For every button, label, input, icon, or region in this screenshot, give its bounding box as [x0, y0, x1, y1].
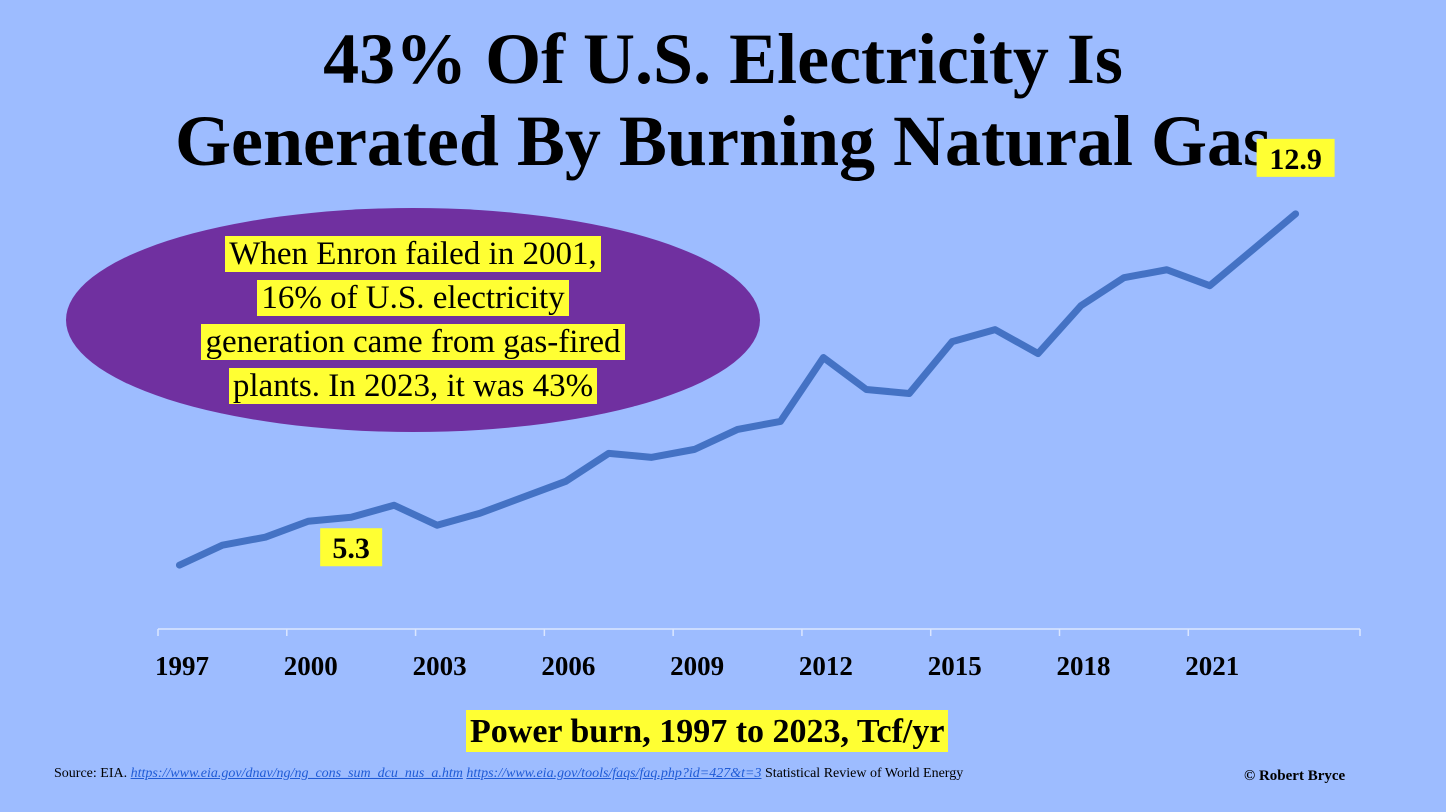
data-point-2023: [1295, 213, 1297, 215]
data-point-2009: [694, 448, 696, 450]
data-point-2011: [779, 420, 781, 422]
chart-title: 43% Of U.S. Electricity Is Generated By …: [0, 18, 1446, 182]
data-point-1997: [178, 564, 180, 566]
x-tick-label-2021: 2021: [1185, 651, 1239, 681]
x-tick-label-2012: 2012: [799, 651, 853, 681]
x-axis-title: Power burn, 1997 to 2023, Tcf/yr: [466, 710, 949, 752]
callout-line-4: plants. In 2023, it was 43%: [228, 368, 598, 404]
callout-text: When Enron failed in 2001, 16% of U.S. e…: [66, 232, 760, 408]
data-label-2023: 12.9: [1269, 143, 1322, 176]
data-point-2017: [1037, 353, 1039, 355]
data-point-2000: [307, 520, 309, 522]
series-line-0: [175, 210, 1300, 569]
x-tick-label-2000: 2000: [284, 651, 338, 681]
data-point-2013: [865, 389, 867, 391]
data-point-2019: [1123, 277, 1125, 279]
source-suffix: Statistical Review of World Energy: [764, 766, 964, 781]
data-label-bg-2001: [320, 528, 383, 567]
x-tick-label-2018: 2018: [1057, 651, 1111, 681]
x-tick-label-2003: 2003: [413, 651, 467, 681]
data-point-2020: [1166, 269, 1168, 271]
source-note: Source: EIA. https://www.eia.gov/dnav/ng…: [54, 766, 963, 782]
x-tick-label-2015: 2015: [928, 651, 982, 681]
data-point-2001: [350, 516, 352, 518]
x-tick-label-2006: 2006: [541, 651, 595, 681]
chart-title-line-2: Generated By Burning Natural Gas: [174, 101, 1272, 181]
data-point-2002: [393, 504, 395, 506]
data-point-2015: [951, 341, 953, 343]
data-point-2008: [651, 456, 653, 458]
source-link-eia-consumption[interactable]: https://www.eia.gov/dnav/ng/ng_cons_sum_…: [130, 766, 463, 781]
callout-line-1: When Enron failed in 2001,: [225, 236, 601, 272]
source-link-eia-faq[interactable]: https://www.eia.gov/tools/faqs/faq.php?i…: [466, 766, 762, 781]
data-point-2007: [608, 452, 610, 454]
data-label-2001: 5.3: [332, 532, 370, 565]
source-prefix: Source: EIA.: [54, 766, 128, 781]
data-point-2005: [522, 496, 524, 498]
data-point-2004: [479, 512, 481, 514]
data-point-1998: [221, 544, 223, 546]
copyright-notice: © Robert Bryce: [1244, 768, 1346, 784]
x-tick-label-1997: 1997: [155, 651, 209, 681]
callout-line-2: 16% of U.S. electricity: [257, 280, 569, 316]
data-point-1999: [264, 536, 266, 538]
data-point-2018: [1080, 305, 1082, 307]
data-point-2014: [908, 392, 910, 394]
data-point-2006: [565, 480, 567, 482]
data-point-2021: [1209, 285, 1211, 287]
chart-title-line-1: 43% Of U.S. Electricity Is: [323, 19, 1123, 99]
data-point-2003: [436, 524, 438, 526]
data-label-bg-2023: [1256, 138, 1335, 177]
callout-line-3: generation came from gas-fired: [201, 324, 625, 360]
data-point-2012: [822, 357, 824, 359]
data-point-2016: [994, 329, 996, 331]
x-tick-label-2009: 2009: [670, 651, 724, 681]
data-point-2022: [1252, 249, 1254, 251]
